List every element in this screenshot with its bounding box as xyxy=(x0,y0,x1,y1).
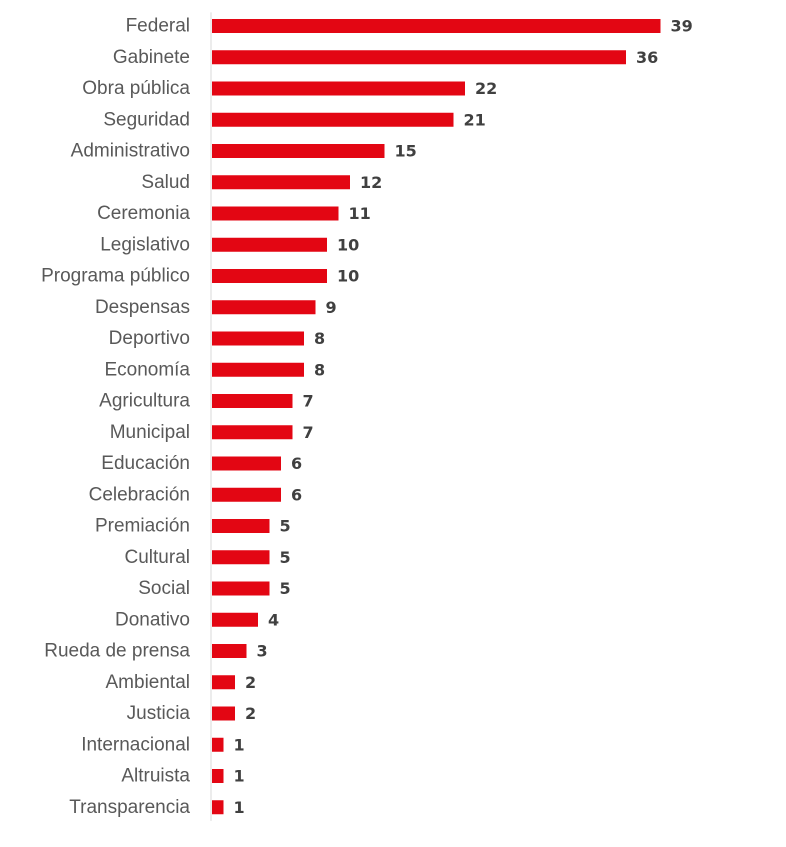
category-label: Seguridad xyxy=(103,109,190,130)
bar xyxy=(212,675,235,690)
data-label: 2 xyxy=(245,704,256,723)
data-label: 21 xyxy=(464,110,486,129)
bar xyxy=(212,425,293,440)
bar xyxy=(212,175,350,190)
bar xyxy=(212,737,224,752)
category-label: Transparencia xyxy=(69,797,190,818)
bar xyxy=(212,331,304,346)
bar xyxy=(212,362,304,377)
bar xyxy=(212,144,385,158)
data-label: 10 xyxy=(337,267,359,286)
category-label: Legislativo xyxy=(100,234,190,255)
category-label: Municipal xyxy=(110,422,190,443)
bar xyxy=(212,800,224,815)
data-label: 36 xyxy=(636,48,658,67)
category-label: Donativo xyxy=(115,609,190,630)
bar xyxy=(212,206,339,221)
category-label: Social xyxy=(138,578,190,599)
data-label: 8 xyxy=(314,360,325,379)
category-label: Ceremonia xyxy=(97,203,190,224)
data-label: 22 xyxy=(475,79,497,98)
data-label: 6 xyxy=(291,485,302,504)
data-label: 1 xyxy=(234,735,245,754)
bar xyxy=(212,706,235,721)
category-label: Programa público xyxy=(41,266,190,287)
bar xyxy=(212,550,270,565)
bar xyxy=(212,300,316,315)
data-label: 3 xyxy=(257,642,268,661)
bar xyxy=(212,50,626,65)
category-label: Despensas xyxy=(95,297,190,318)
category-label: Federal xyxy=(126,16,190,37)
category-labels-group: Federal Gabinete Obra pública Seguridad Admi… xyxy=(41,16,190,818)
data-label: 7 xyxy=(303,392,314,411)
data-label: 8 xyxy=(314,329,325,348)
category-label: Educación xyxy=(101,453,190,474)
data-label: 1 xyxy=(234,767,245,786)
bar xyxy=(212,581,270,596)
bar xyxy=(212,237,327,252)
bar xyxy=(212,19,661,33)
bar xyxy=(212,112,454,127)
category-label: Cultural xyxy=(125,547,190,568)
data-label: 9 xyxy=(326,298,337,317)
category-label: Agricultura xyxy=(99,391,190,412)
category-label: Rueda de prensa xyxy=(44,641,190,662)
bar xyxy=(212,456,281,471)
data-label: 5 xyxy=(280,517,291,536)
data-label: 7 xyxy=(303,423,314,442)
bar xyxy=(212,81,465,96)
bar xyxy=(212,769,224,783)
category-label: Celebración xyxy=(89,484,190,505)
category-label: Administrativo xyxy=(71,141,190,162)
data-label: 10 xyxy=(337,235,359,254)
category-label: Salud xyxy=(141,172,190,193)
data-label: 4 xyxy=(268,610,279,629)
data-label: 6 xyxy=(291,454,302,473)
bar xyxy=(212,612,258,627)
bar xyxy=(212,644,247,658)
bar xyxy=(212,394,293,408)
category-label: Ambiental xyxy=(106,672,191,693)
bar xyxy=(212,519,270,533)
data-label: 11 xyxy=(349,204,371,223)
data-label: 39 xyxy=(671,17,693,36)
category-label: Economía xyxy=(104,359,190,380)
category-label: Obra pública xyxy=(82,78,190,99)
data-label: 15 xyxy=(395,142,417,161)
data-label: 5 xyxy=(280,548,291,567)
category-label: Internacional xyxy=(81,734,190,755)
data-label: 5 xyxy=(280,579,291,598)
data-label: 12 xyxy=(360,173,382,192)
bar xyxy=(212,487,281,502)
category-label: Deportivo xyxy=(109,328,190,349)
category-label: Premiación xyxy=(95,516,190,537)
data-label: 2 xyxy=(245,673,256,692)
data-label: 1 xyxy=(234,798,245,817)
category-label: Justicia xyxy=(127,703,191,724)
bars-group xyxy=(212,19,661,815)
category-label: Gabinete xyxy=(113,47,190,68)
category-label: Altruista xyxy=(121,766,190,787)
bar xyxy=(212,269,327,283)
